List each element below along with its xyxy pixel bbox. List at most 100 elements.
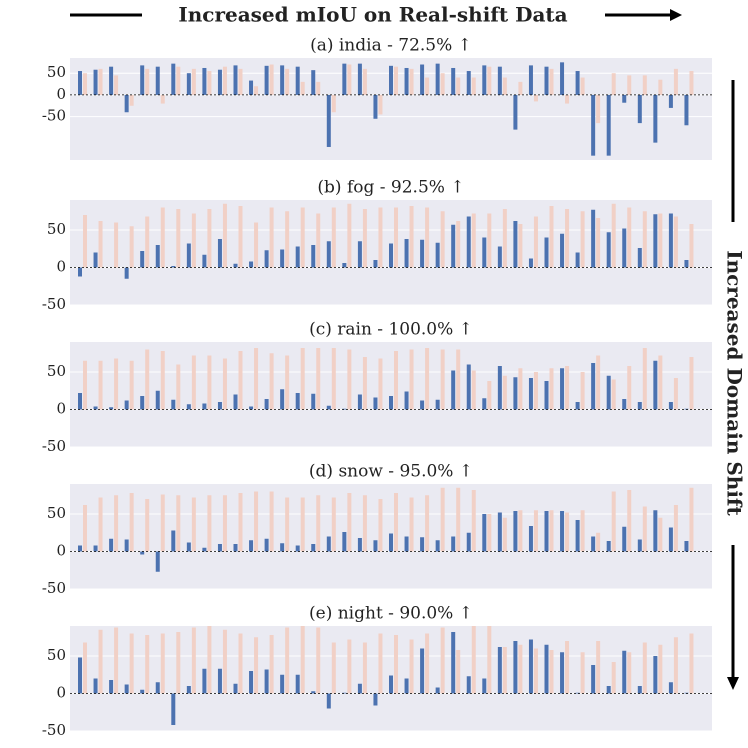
- bar: [596, 532, 601, 552]
- bar: [591, 94, 596, 156]
- bar: [560, 511, 565, 552]
- bar: [497, 647, 502, 694]
- bar: [140, 251, 145, 268]
- bar: [471, 370, 476, 410]
- bar: [249, 406, 254, 410]
- bar: [83, 505, 87, 552]
- bar: [249, 261, 254, 268]
- y-tick-label: 0: [56, 400, 66, 418]
- bar: [331, 94, 336, 113]
- bar: [451, 67, 456, 95]
- bar: [642, 348, 647, 410]
- bar: [362, 209, 367, 268]
- bar: [482, 514, 487, 552]
- bar: [565, 512, 570, 552]
- bar: [404, 239, 409, 268]
- bar: [347, 493, 352, 552]
- bar: [129, 633, 134, 694]
- bar: [207, 626, 212, 694]
- bar: [591, 536, 596, 552]
- bar: [155, 66, 160, 95]
- bar: [98, 360, 103, 410]
- bar: [145, 68, 150, 95]
- bar: [549, 368, 554, 410]
- bar: [285, 497, 290, 552]
- bar: [331, 207, 336, 268]
- bar: [653, 360, 658, 410]
- bar: [389, 675, 393, 694]
- bar: [420, 648, 425, 694]
- bar: [420, 400, 425, 410]
- y-tick-label: 50: [47, 220, 66, 238]
- bar: [300, 207, 305, 268]
- bar: [549, 650, 554, 694]
- bar: [668, 402, 673, 410]
- y-tick-label: -50: [42, 721, 66, 739]
- bar: [611, 662, 616, 694]
- bar: [171, 63, 176, 95]
- bar: [596, 641, 601, 694]
- bar: [238, 633, 243, 694]
- bar: [518, 368, 523, 410]
- bar: [295, 393, 300, 410]
- subplot-title: (e) night - 90.0% ↑: [309, 604, 473, 624]
- bar: [560, 62, 565, 95]
- bar: [549, 206, 554, 268]
- bar: [78, 267, 82, 277]
- bar: [513, 94, 518, 130]
- bar: [186, 243, 191, 268]
- bar: [249, 671, 254, 694]
- bar: [689, 633, 694, 694]
- bar: [98, 68, 103, 95]
- bar: [357, 63, 362, 95]
- bar: [186, 686, 191, 694]
- bar: [456, 487, 461, 552]
- bar: [300, 626, 305, 694]
- bar: [331, 497, 336, 552]
- y-tick-label: 50: [47, 504, 66, 522]
- bar: [233, 544, 238, 552]
- bar: [513, 641, 518, 694]
- bar: [254, 86, 259, 95]
- bar: [191, 68, 196, 95]
- bar: [606, 686, 611, 694]
- bar: [440, 211, 445, 268]
- bar: [109, 407, 114, 410]
- bar: [114, 495, 119, 552]
- bar: [466, 364, 471, 410]
- bar: [668, 527, 673, 552]
- bar: [202, 547, 207, 552]
- bar: [580, 510, 585, 552]
- bar: [331, 642, 336, 694]
- bar: [606, 94, 611, 156]
- bar: [673, 378, 678, 410]
- bar: [497, 366, 502, 410]
- bar: [114, 358, 119, 410]
- bar: [528, 258, 533, 268]
- y-tick-label: 50: [47, 63, 66, 81]
- bar: [378, 94, 383, 115]
- bar: [404, 536, 409, 552]
- bar: [222, 358, 227, 410]
- bar: [622, 526, 627, 552]
- bar: [202, 67, 207, 95]
- bar: [238, 351, 243, 410]
- bar: [357, 394, 362, 410]
- bar: [658, 213, 663, 268]
- bar: [658, 79, 663, 95]
- bar: [425, 633, 430, 694]
- bar: [373, 260, 378, 268]
- bar: [191, 497, 196, 552]
- bar: [311, 544, 316, 552]
- bar: [373, 540, 378, 552]
- bar: [565, 641, 570, 694]
- bar: [217, 239, 222, 268]
- bar: [331, 348, 336, 410]
- bar: [171, 266, 176, 268]
- bar: [533, 94, 538, 102]
- bar: [471, 490, 476, 552]
- bar: [580, 211, 585, 268]
- bar: [482, 65, 487, 95]
- bar: [513, 511, 518, 552]
- y-tick-label: 0: [56, 258, 66, 276]
